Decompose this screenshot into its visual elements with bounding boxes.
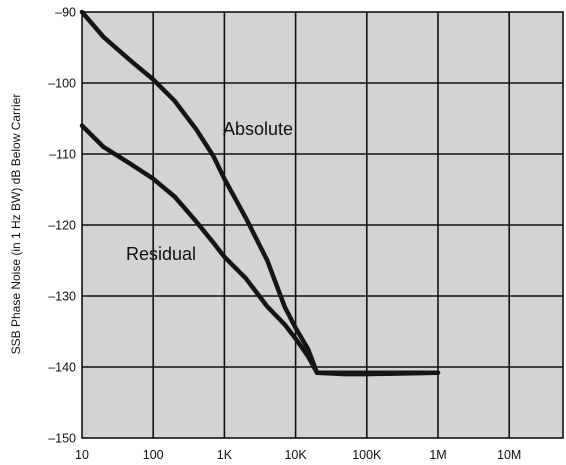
grid-lines [82,12,563,438]
y-tick-label: –110 [49,148,76,162]
y-tick-label: –150 [48,432,76,446]
y-tick-label: –90 [55,6,76,20]
y-tick-labels: –90 –100 –110 –120 –130 –140 –150 [48,6,76,446]
x-tick-label: 10K [284,448,307,462]
x-tick-label: 10M [497,448,521,462]
x-tick-labels: 10 100 1K 10K 100K 1M 10M [75,448,521,462]
series-label-residual: Residual [126,244,196,264]
y-axis-title: SSB Phase Noise (in 1 Hz BW) dB Below Ca… [9,94,23,355]
series-label-absolute: Absolute [223,119,293,139]
x-tick-label: 1M [429,448,446,462]
y-tick-label: –130 [48,290,76,304]
x-tick-label: 100 [143,448,164,462]
y-tick-label: –100 [48,77,76,91]
y-tick-label: –140 [48,361,76,375]
series-line-residual [79,123,441,377]
x-tick-label: 100K [352,448,382,462]
plot-frame [81,11,564,439]
x-tick-label: 10 [75,448,89,462]
y-tick-label: –120 [48,219,76,233]
series-lines [79,9,441,377]
x-tick-label: 1K [217,448,233,462]
